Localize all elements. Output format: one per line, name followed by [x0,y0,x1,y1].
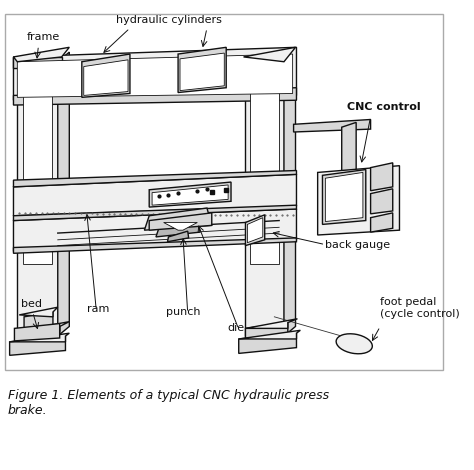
Polygon shape [247,218,263,243]
Polygon shape [239,333,296,353]
Polygon shape [14,323,60,341]
Polygon shape [371,189,393,214]
Polygon shape [250,67,279,264]
Polygon shape [13,47,296,100]
Text: back gauge: back gauge [325,240,391,250]
Text: die: die [227,323,245,333]
Polygon shape [18,327,60,344]
Polygon shape [246,215,264,246]
Polygon shape [13,205,296,220]
Polygon shape [342,122,356,175]
Polygon shape [239,330,301,339]
Text: foot pedal
(cycle control): foot pedal (cycle control) [380,297,460,319]
Polygon shape [13,238,296,253]
Polygon shape [246,322,288,342]
Polygon shape [164,222,197,230]
Ellipse shape [336,334,372,354]
Polygon shape [82,54,130,97]
Polygon shape [58,52,69,336]
Polygon shape [9,333,69,342]
Text: ram: ram [87,304,109,314]
Polygon shape [13,57,62,69]
Polygon shape [145,208,212,230]
Polygon shape [284,52,295,336]
Polygon shape [13,209,296,251]
Polygon shape [84,60,128,95]
Polygon shape [246,62,284,336]
Polygon shape [5,14,443,370]
Polygon shape [325,172,363,221]
Polygon shape [19,307,58,317]
Polygon shape [318,166,400,235]
Polygon shape [18,321,69,331]
Polygon shape [244,57,288,69]
Text: punch: punch [165,307,200,317]
Polygon shape [167,231,189,242]
Polygon shape [18,62,58,336]
Polygon shape [371,213,393,232]
Polygon shape [322,170,366,224]
Polygon shape [152,185,228,205]
Polygon shape [13,47,69,62]
Polygon shape [180,53,224,91]
Polygon shape [293,119,371,132]
Text: bed: bed [21,299,42,309]
Polygon shape [149,213,212,230]
Text: CNC control: CNC control [346,102,420,112]
Polygon shape [9,336,65,355]
Text: Figure 1. Elements of a typical CNC hydraulic press
brake.: Figure 1. Elements of a typical CNC hydr… [8,389,329,417]
Polygon shape [13,174,296,216]
Polygon shape [149,182,231,207]
Polygon shape [18,54,292,97]
Polygon shape [156,221,200,237]
Polygon shape [244,47,295,62]
Polygon shape [178,47,226,93]
Polygon shape [23,67,52,264]
Polygon shape [13,171,296,187]
Polygon shape [246,319,298,329]
Polygon shape [13,88,296,105]
Text: frame: frame [27,31,60,42]
Polygon shape [371,163,393,191]
Polygon shape [24,312,53,331]
Text: hydraulic cylinders: hydraulic cylinders [116,15,221,25]
